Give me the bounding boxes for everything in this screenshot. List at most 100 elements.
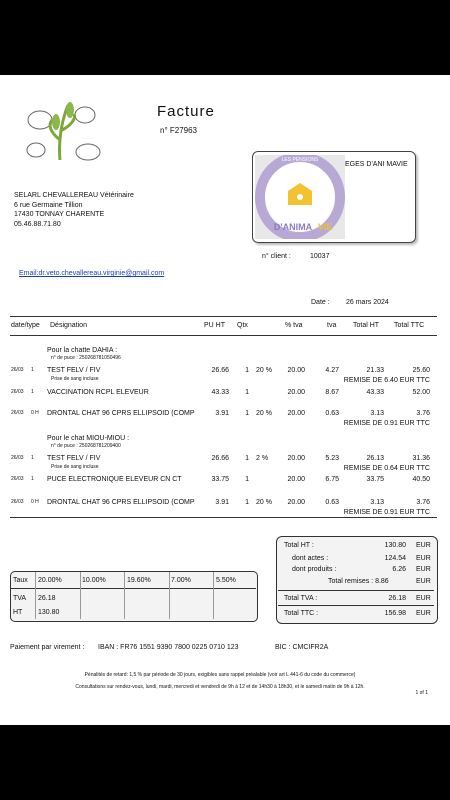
vat-rate: 20.00 [287,410,305,417]
group-title: Pour le chat MIOU-MIOU : [47,435,130,442]
total-ht: 43.33 [366,389,384,396]
invoice-page: Facture n° F27963 EGES D'ANI MAVIE LES P… [0,75,450,725]
tax-cell: 19.60% [127,577,151,584]
vet-logo [26,102,101,161]
column-header: % tva [285,322,303,329]
date-label: Date : [311,299,330,306]
quantity: 1 [245,410,249,417]
invoice-number: n° F27963 [160,126,198,135]
sender-line: 17430 TONNAY CHARENTE [14,211,105,218]
column-header: Total TTC [394,322,425,329]
column-header: Qtx [237,322,248,329]
total-ht: 33.75 [366,476,384,483]
column-header: tva [327,322,337,329]
client-number: 10037 [310,253,330,260]
chip-number: n° de puce : 250268781209400 [51,443,121,449]
tax-cell: 10.00% [82,577,106,584]
tax-cell: 20.00% [38,577,62,584]
tax-box [10,571,258,622]
unit-price: 43.33 [211,389,229,396]
vat-rate: 20.00 [287,499,305,506]
total-ht: 3.13 [370,499,384,506]
vat-rate: 20.00 [287,476,305,483]
quantity: 1 [245,455,249,462]
quantity: 1 [245,499,249,506]
column-header: Total HT [353,322,380,329]
total-ht: 26.13 [366,455,384,462]
discount: 2 % [256,455,269,462]
designation: PUCE ELECTRONIQUE ELEVEUR CN CT [47,476,182,483]
type: 0 H [31,499,39,505]
unit-price: 3.91 [215,410,229,417]
group-title: Pour la chatte DAHIA : [47,347,118,354]
total-ttc: 3.76 [416,499,430,506]
vat: 4.27 [325,367,339,374]
designation: TEST FELV / FIV [47,455,101,462]
total-unit: EUR [416,610,431,617]
footer-line: Pénalités de retard: 1,5 % par période d… [84,672,356,678]
designation: TEST FELV / FIV [47,367,101,374]
tax-divider [124,572,125,619]
designation: VACCINATION RCPL ELEVEUR [47,389,149,396]
column-header: Désignation [50,322,87,329]
tax-divider [213,572,214,619]
type: 1 [31,455,34,461]
title: Facture [157,103,215,120]
total-unit: EUR [416,566,431,573]
client-label: n° client : [262,253,291,260]
quantity: 1 [245,389,249,396]
total-label: Total TVA : [284,595,318,602]
vat: 0.63 [325,410,339,417]
quantity: 1 [245,367,249,374]
tax-cell: 5.50% [216,577,236,584]
type: 1 [31,367,34,373]
vat: 0.63 [325,499,339,506]
designation: DRONTAL CHAT 96 CPRS ELLIPSOID (COMP [47,410,195,417]
total-ht: 21.33 [366,367,384,374]
sender-line: 6 rue Germaine Tillion [14,201,83,209]
iban: IBAN : FR76 1551 9390 7800 0225 0710 123 [98,644,239,651]
date: 26/03 [11,476,24,482]
vat-rate: 20.00 [287,389,305,396]
table-bottom [10,517,437,518]
vat: 8.67 [325,389,339,396]
type: 0 H [31,410,39,416]
tax-divider [169,572,170,619]
vat-rate: 20.00 [287,455,305,462]
vat-rate: 20.00 [287,367,305,374]
total-unit: EUR [416,578,431,585]
tax-divider [35,572,36,619]
discount-note: REMISE DE 0.91 EUR TTC [343,420,430,427]
total-label: Total HT : [284,542,314,549]
sender-line: SELARL CHEVALLEREAU Vétérinaire [14,192,134,199]
discount-note: REMISE DE 0.91 EUR TTC [343,509,430,516]
date: 26/03 [11,499,24,505]
vat: 5.23 [325,455,339,462]
recipient-logo [255,152,345,242]
tax-cell: Taux [13,577,28,584]
column-header: PU HT [204,322,225,329]
recipient-name: EGES D'ANI MAVIE [345,161,408,168]
table-header [10,316,437,336]
unit-price: 33.75 [211,476,229,483]
total-label: dont actes : [292,555,329,562]
tax-sep [10,588,256,589]
payment-label: Paiement par virement : [10,644,85,651]
total-label: Total remises : 8.86 [328,578,389,585]
page-count: 1 of 1 [415,690,428,696]
total-value: 156.98 [384,610,406,617]
total-label: dont produits : [292,566,337,573]
total-ht: 3.13 [370,410,384,417]
bic: BIC : CMCIFR2A [275,644,329,651]
email[interactable]: Email:dr.veto.chevallereau.virginie@gmai… [19,270,165,277]
sender-line: 05.46.88.71.80 [14,220,61,228]
quantity: 1 [245,476,249,483]
column-header: date/type [11,322,40,329]
tax-cell: HT [13,609,23,616]
chip-number: n° de puce : 250268781050496 [51,355,121,361]
footer-line: Consultations sur rendez-vous, lundi, ma… [75,684,365,690]
total-ttc: 40.50 [412,476,430,483]
type: 1 [31,389,34,395]
total-unit: EUR [416,542,431,549]
